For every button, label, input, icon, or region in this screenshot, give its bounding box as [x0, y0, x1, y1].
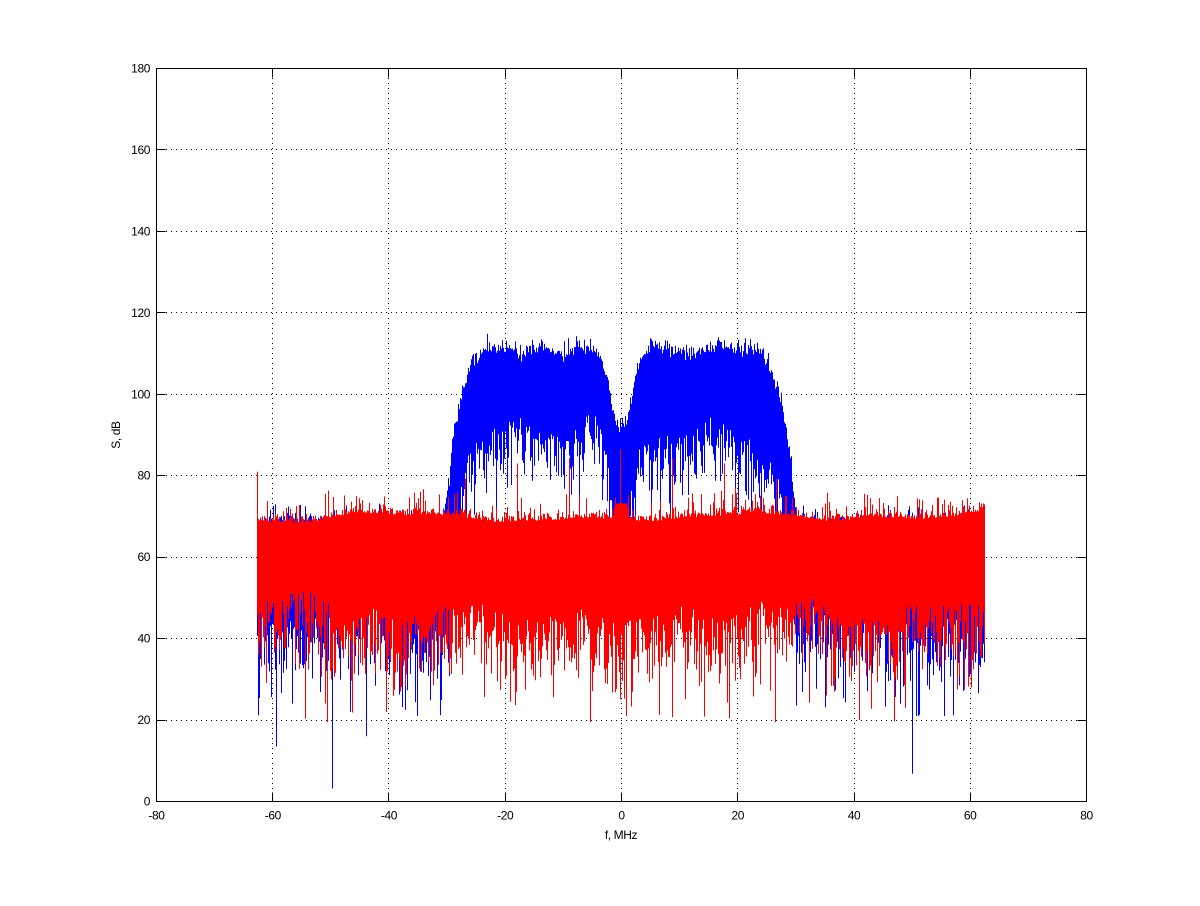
svg-text:160: 160: [131, 143, 151, 157]
svg-text:-60: -60: [265, 809, 282, 823]
svg-text:100: 100: [131, 387, 151, 401]
svg-text:S, dB: S, dB: [109, 421, 123, 449]
svg-text:40: 40: [848, 809, 861, 823]
svg-text:-20: -20: [497, 809, 514, 823]
svg-text:0: 0: [144, 795, 151, 809]
svg-text:80: 80: [1080, 809, 1093, 823]
svg-text:60: 60: [137, 550, 150, 564]
svg-text:80: 80: [137, 469, 150, 483]
svg-text:120: 120: [131, 306, 151, 320]
svg-text:60: 60: [964, 809, 977, 823]
svg-text:20: 20: [137, 713, 150, 727]
svg-text:140: 140: [131, 224, 151, 238]
svg-text:0: 0: [618, 809, 625, 823]
svg-text:f, MHz: f, MHz: [605, 828, 638, 842]
svg-text:-40: -40: [381, 809, 398, 823]
svg-text:-80: -80: [148, 809, 165, 823]
svg-text:20: 20: [732, 809, 745, 823]
svg-text:180: 180: [131, 62, 151, 76]
svg-text:40: 40: [137, 632, 150, 646]
